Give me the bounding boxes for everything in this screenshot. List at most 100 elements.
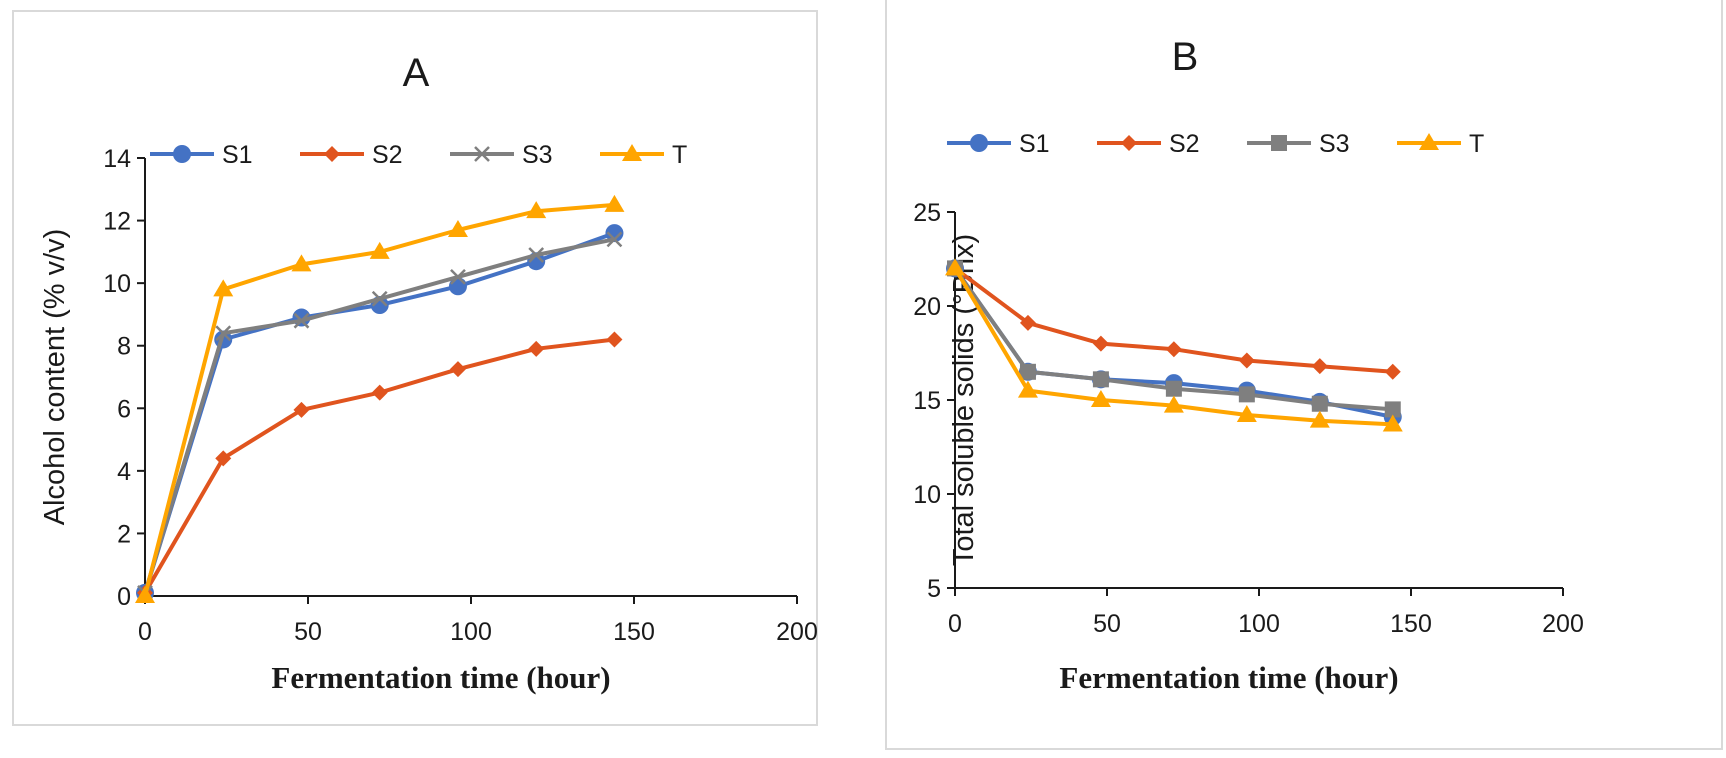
chart-a-legend-s1-label: S1 (222, 141, 253, 169)
chart-a-legend-t-marker (622, 144, 642, 161)
chart-a-series-t-point (369, 241, 390, 259)
chart-a-legend-s3-label: S3 (522, 141, 553, 169)
chart-b-series-t-point (1017, 380, 1038, 398)
chart-a-series-s2-point (528, 340, 545, 357)
chart-b-svg: B 5 10 15 20 25 0 50 100 150 200 Fermentation time … (913, 35, 1584, 695)
chart-b-series-s2-point (1384, 363, 1401, 380)
chart-b-legend-t-label: T (1469, 130, 1484, 158)
chart-a-legend-s2-label: S2 (372, 141, 403, 169)
chart-b-series-s3-point (1311, 395, 1328, 412)
chart-b-series-t-point (1090, 390, 1111, 407)
chart-b-series-t-point (1382, 414, 1403, 432)
chart-a-series-t-point (135, 586, 155, 603)
chart-b-legend-t-marker (1419, 133, 1439, 150)
chart-b-legend-s3-marker (1271, 135, 1287, 151)
chart-a-series-s3-point (215, 325, 232, 342)
chart-a-x-axis-label: Fermentation time (hour) (271, 660, 610, 695)
chart-b-title: B (1172, 35, 1199, 79)
chart-a-y-tick-label: 8 (117, 333, 131, 361)
chart-a-y-axis-label: Alcohol content (% v/v) (39, 229, 71, 526)
chart-a-title: A (403, 51, 430, 95)
chart-b-series-s3-point (1019, 363, 1036, 380)
chart-a-series-s2-point (449, 361, 466, 378)
chart-b-legend-s1-marker (970, 134, 988, 152)
chart-a-series-t-point (213, 279, 234, 297)
chart-a-series-t-point (526, 201, 547, 219)
chart-a-series-s2-point (371, 384, 388, 401)
chart-a-series-s2-line (143, 337, 615, 594)
chart-b-legend-s2: S2 (1097, 130, 1200, 158)
chart-b-y-tick-label: 25 (913, 199, 941, 227)
chart-a-series-s2-point (215, 450, 232, 467)
chart-b-series-t-point (945, 258, 965, 276)
chart-b-y-tick-label: 10 (913, 481, 941, 509)
chart-a-y-tick-label: 0 (117, 583, 131, 611)
chart-a-legend-t-label: T (672, 141, 687, 169)
chart-b-x-tick-label: 100 (1238, 610, 1280, 638)
chart-b-x-axis-label: Fermentation time (hour) (1059, 660, 1398, 695)
chart-a-series-s1 (136, 224, 624, 602)
chart-b-legend-s1: S1 (947, 130, 1050, 158)
chart-b-y-tick-label: 20 (913, 293, 941, 321)
chart-a-legend-s3-marker (474, 146, 490, 162)
chart-b-y-tick-label: 15 (913, 387, 941, 415)
chart-a-x-tick-label: 200 (776, 618, 818, 646)
chart-b-series-s3 (947, 260, 1401, 418)
chart-a-x-tick-label: 150 (613, 618, 655, 646)
chart-a-y-tick-label: 12 (103, 208, 131, 236)
chart-a-x-tick-label: 100 (450, 618, 492, 646)
chart-a-series-s1-line (143, 231, 616, 594)
chart-a-legend-s2: S2 (300, 141, 403, 169)
chart-a-legend-s1: S1 (150, 141, 253, 169)
chart-a-series-s3-line (143, 237, 615, 594)
chart-b-series-s2-point (1092, 335, 1109, 352)
chart-b-series-s2-point (1165, 341, 1182, 358)
chart-a-legend-t: T (600, 141, 687, 169)
chart-a-y-tick-label: 2 (117, 520, 131, 548)
chart-b-series-s3-point (1165, 380, 1182, 397)
chart-b-x-tick-label: 0 (948, 610, 962, 638)
chart-b-y-axis-label: Total soluble solids (°Brix) (948, 234, 980, 566)
chart-a-x-tick-label: 50 (294, 618, 322, 646)
chart-a-legend-s3: S3 (450, 141, 553, 169)
chart-a-series-s3 (137, 231, 623, 601)
chart-a-x-tick-label: 0 (138, 618, 152, 646)
chart-panel-a: A 0 2 4 6 8 10 12 14 0 50 100 150 200 Fermentation tim… (12, 10, 818, 726)
chart-b-legend-t: T (1397, 130, 1484, 158)
chart-a-series-t (135, 194, 625, 603)
chart-b-legend-s3: S3 (1247, 130, 1350, 158)
chart-a-legend-s2-marker (324, 146, 340, 162)
chart-a-legend-s1-marker (173, 145, 191, 163)
chart-a-series-s2-point (606, 331, 623, 348)
chart-b-legend-s3-label: S3 (1319, 130, 1350, 158)
chart-a-series-s3-point (293, 312, 310, 329)
chart-b-legend-s2-marker (1121, 135, 1137, 151)
chart-b-series-s3-point (1092, 371, 1109, 388)
chart-a-series-t-point (447, 219, 468, 237)
chart-b-legend-s2-label: S2 (1169, 130, 1200, 158)
chart-a-series-s3-point (528, 247, 545, 263)
chart-a-y-tick-label: 6 (117, 395, 131, 423)
chart-b-legend-s1-label: S1 (1019, 130, 1050, 158)
chart-b-series-t-point (1236, 405, 1257, 423)
chart-b-series-s2 (947, 260, 1401, 380)
chart-panel-b: B 5 10 15 20 25 0 50 100 150 200 Fermentation time … (885, 0, 1723, 750)
chart-b-x-tick-label: 200 (1542, 610, 1584, 638)
chart-a-series-s3-point (371, 290, 388, 307)
chart-a-series-t-point (604, 194, 625, 212)
chart-b-x-tick-label: 50 (1093, 610, 1121, 638)
chart-a-series-s1-point (605, 224, 624, 243)
chart-a-y-tick-label: 14 (103, 145, 131, 173)
chart-b-series-s3-point (1238, 386, 1255, 403)
chart-b-series-t-point (1309, 410, 1330, 428)
chart-b-x-tick-label: 150 (1390, 610, 1432, 638)
chart-a-series-s2-point (293, 401, 310, 418)
chart-b-series-s3-point (1384, 401, 1401, 418)
chart-b-series-s2-point (1311, 358, 1328, 375)
chart-a-y-tick-label: 10 (103, 270, 131, 298)
chart-b-series-s2-point (1019, 314, 1036, 331)
chart-a-y-tick-label: 4 (117, 458, 131, 486)
chart-b-series-t-point (1163, 395, 1184, 413)
chart-a-series-s3-point (450, 269, 466, 285)
chart-b-series-s2-point (1238, 352, 1255, 369)
